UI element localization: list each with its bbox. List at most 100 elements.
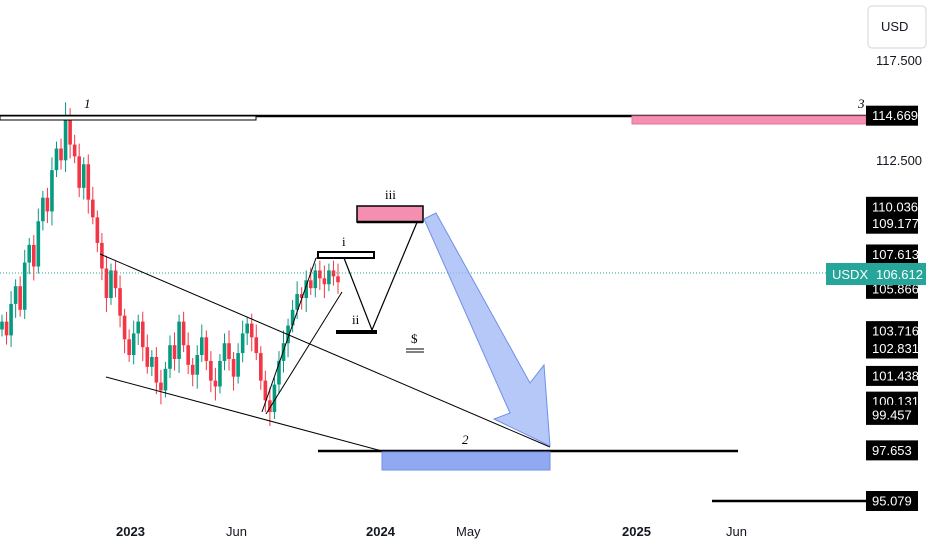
price-level-text: 107.613 [872,247,919,262]
time-axis[interactable]: 2023 Jun 2024 May 2025 Jun [116,524,747,539]
candle-up [272,384,277,413]
candle-down [213,380,218,387]
candle-down [104,268,109,298]
pink-zone-top [631,115,867,125]
candle-up [277,360,281,385]
candle-down [159,382,163,391]
price-level-text: 109.177 [872,216,919,231]
candle-up [27,244,32,263]
candle-down [181,321,186,346]
candle-down [95,217,100,243]
wave-iii-label: iii [385,187,396,202]
candle-down [227,343,231,359]
candle-up [13,286,18,304]
candle-up [163,368,168,391]
date-tick-2024: 2024 [366,524,396,539]
price-level-text: 101.438 [872,368,919,383]
candle-down [190,364,195,375]
candle-down [45,197,50,212]
symbol-badge-price: 106.612 [876,267,923,282]
candle-down [336,276,340,283]
symbol-badge [826,263,926,285]
wave-i-label: i [342,234,346,249]
price-level-text: 99.457 [872,407,912,422]
wedge-lower-line [105,376,383,452]
candle-up [50,170,54,212]
price-level-text: 110.036 [872,199,918,214]
candle-down [31,244,36,267]
price-level-badge [866,440,918,461]
candle-down [140,321,145,348]
channel-upper-line [261,257,317,413]
candle-up [9,303,13,336]
candle-up [136,321,141,334]
channel-lower-line [265,291,343,415]
candle-up [131,333,136,356]
candle-down [72,144,77,157]
candle-down [254,337,259,354]
candle-down [231,358,236,377]
candle-down [154,357,159,383]
candle-up [81,164,86,188]
candle-down [209,360,213,381]
candle-down [68,115,72,145]
symbol-badge-name: USDX [832,267,868,282]
candle-up [222,343,227,361]
date-tick-may-2024: May [456,524,481,539]
candle-down [259,353,263,381]
candle-up [109,270,113,298]
currency-label: USD [881,19,908,34]
price-level-badge [866,338,918,359]
candle-up [236,353,240,377]
price-level-badge [866,105,918,126]
date-tick-2023: 2023 [116,524,145,539]
price-level-badge [866,213,918,234]
candle-up [0,321,4,330]
candle-down [299,294,304,298]
candle-up [218,360,222,387]
candle-down [18,286,22,310]
price-level-badge [866,365,918,386]
candle-up [327,270,331,285]
candle-down [77,156,81,188]
wedge-upper-line [99,253,551,448]
label-3: 3 [857,96,865,111]
price-level-labels: 114.669 110.036 109.177 107.613 105.866 103.7… [866,105,919,511]
price-tick-117500: 117.500 [876,53,922,68]
candle-up [313,270,318,289]
candle-up [54,148,59,171]
candle-up [295,294,299,310]
candle-down [59,148,63,161]
candle-down [91,199,95,218]
candle-up [177,321,181,359]
candle-down [145,347,150,367]
price-level-text: 97.653 [872,443,912,458]
candle-down [186,345,190,365]
candle-up [195,355,200,375]
wave-i-box [317,251,375,259]
candle-up [240,333,245,354]
dollar-label: $ [411,331,418,346]
candle-down [263,380,268,401]
date-tick-jun-2025: Jun [726,524,747,539]
wave-iii-box [356,205,424,223]
price-level-badge [866,404,918,425]
down-arrow-shape [423,212,551,447]
candle-up [168,345,172,369]
candle-down [113,270,118,289]
price-level-text: 105.866 [872,281,919,296]
candle-down [127,339,131,356]
price-level-text: 114.669 [872,108,918,123]
candle-down [249,323,254,338]
price-axis[interactable]: USD 117.500 112.500 114.669 110.036 109.17… [826,5,927,511]
price-tick-112500: 112.500 [876,153,922,168]
candle-down [118,288,122,316]
candle-down [268,400,272,413]
level-box-left [0,115,257,121]
price-level-badge [866,321,918,342]
candle-up [22,262,27,310]
currency-box[interactable] [867,5,927,49]
candle-up [150,357,154,367]
candlestick-series [0,102,340,427]
